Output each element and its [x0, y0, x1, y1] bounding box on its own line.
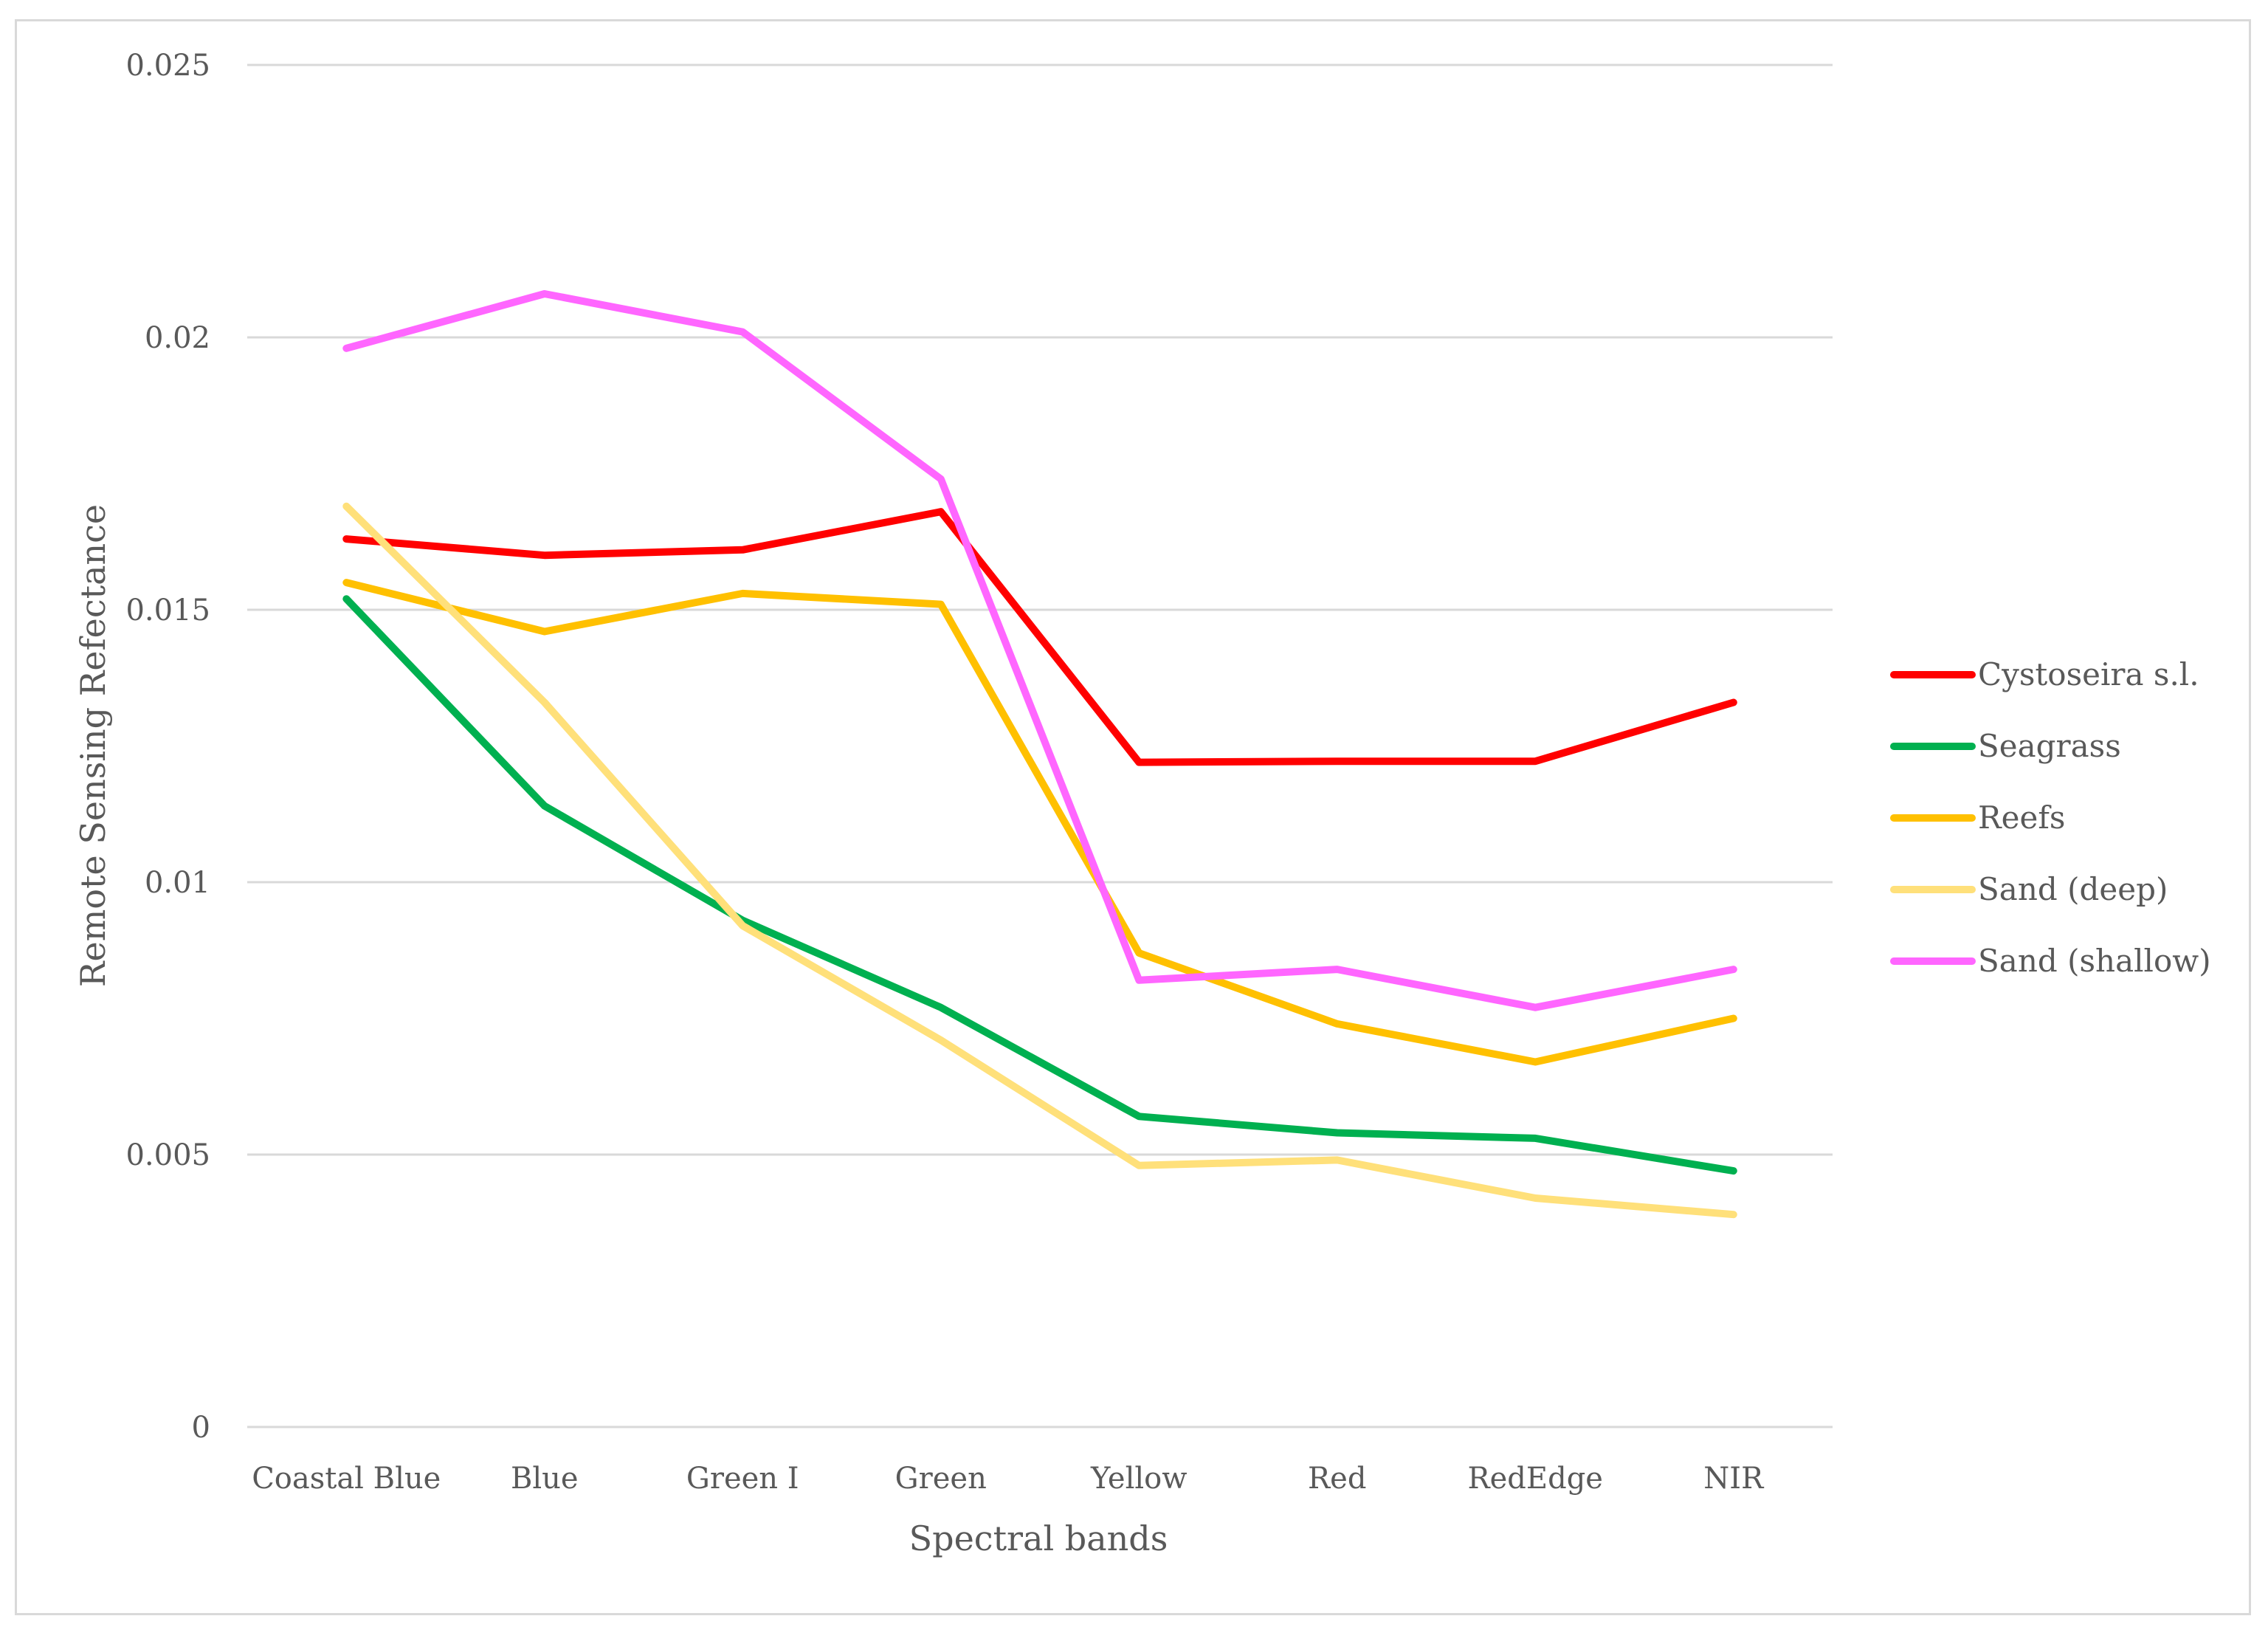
x-tick-label: Green	[895, 1462, 987, 1496]
gridlines	[247, 63, 1833, 1428]
y-tick-label: 0.01	[145, 866, 210, 900]
series-line-seagrass	[342, 595, 1737, 1175]
legend-label-reefs: Reefs	[1978, 799, 2065, 836]
x-tick-label: Green I	[686, 1462, 799, 1496]
series-line-sand-shallow	[342, 290, 1737, 1011]
y-tick-label: 0.005	[125, 1138, 210, 1172]
y-tick-label: 0.025	[125, 49, 210, 83]
series-line-reefs	[342, 579, 1737, 1066]
legend-label-seagrass: Seagrass	[1978, 728, 2121, 764]
y-tick-label: 0	[192, 1411, 210, 1445]
x-axis-title: Spectral bands	[909, 1519, 1168, 1558]
x-tick-label: Blue	[511, 1462, 579, 1496]
series-line-cystoseira-s-l	[342, 508, 1737, 766]
y-axis-title: Remote Sensing Refectance	[73, 504, 113, 987]
y-tick-label: 0.02	[145, 321, 210, 355]
series-lines	[342, 290, 1737, 1219]
x-tick-label: Yellow	[1090, 1462, 1188, 1496]
y-tick-label: 0.015	[125, 594, 210, 627]
chart-frame	[15, 19, 2251, 1615]
x-tick-label: Red	[1308, 1462, 1366, 1496]
x-tick-label: RedEdge	[1468, 1462, 1603, 1496]
series-line-sand-deep	[342, 502, 1737, 1219]
x-tick-label: NIR	[1703, 1462, 1765, 1496]
legend: Cystoseira s.l. Seagrass Reefs Sand (deep) S…	[1890, 656, 2211, 979]
x-tick-label: Coastal Blue	[252, 1462, 441, 1496]
y-tick-labels: 0 0.005 0.01 0.015 0.02 0.025	[125, 49, 210, 1445]
legend-label-sand-deep: Sand (deep)	[1978, 871, 2168, 907]
legend-label-sand-shallow: Sand (shallow)	[1978, 943, 2211, 979]
x-tick-labels: Coastal Blue Blue Green I Green Yellow Red Red…	[252, 1462, 1765, 1496]
legend-label-cystoseira-s-l: Cystoseira s.l.	[1978, 656, 2199, 692]
